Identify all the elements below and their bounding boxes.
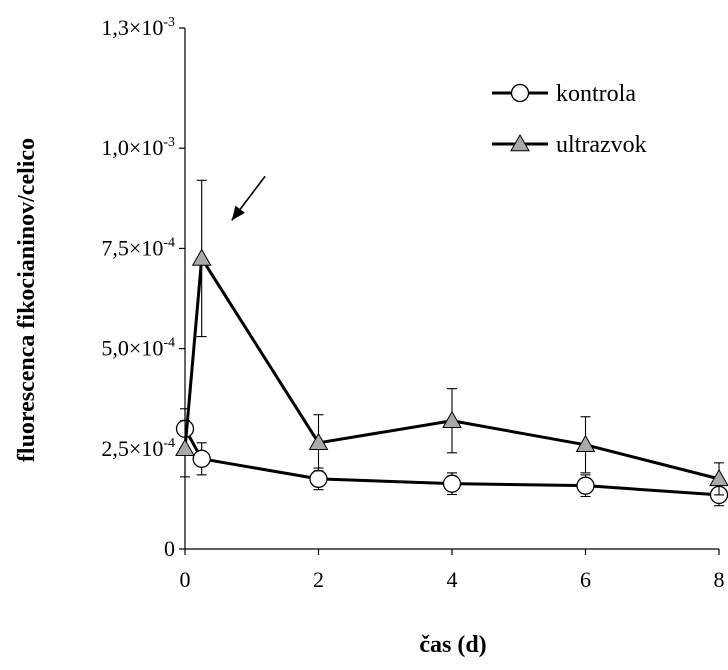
x-tick-label: 0 bbox=[180, 567, 191, 592]
annotation-arrow bbox=[231, 175, 266, 221]
y-tick-label: 0 bbox=[164, 536, 175, 561]
circle-marker bbox=[192, 449, 211, 468]
x-tick-label: 2 bbox=[313, 567, 324, 592]
triangle-marker bbox=[175, 438, 195, 457]
x-ticks: 0 2 4 6 8 bbox=[180, 549, 725, 592]
circle-marker bbox=[309, 469, 328, 489]
annotations bbox=[231, 175, 266, 221]
x-tick-label: 4 bbox=[447, 567, 458, 592]
series-line bbox=[183, 256, 720, 481]
y-axis-title: fluorescenca fikocianinov/celico bbox=[14, 138, 40, 462]
y-tick-label: 1,0×10-3 bbox=[101, 135, 175, 160]
legend: kontrola ultrazvok bbox=[492, 81, 647, 158]
y-tick-label: 5,0×10-4 bbox=[101, 336, 175, 361]
y-ticks: 0 2,5×10-4 5,0×10-4 7,5×10-4 1,0×10-3 1,3×10-… bbox=[101, 15, 185, 561]
triangle-marker bbox=[510, 133, 530, 152]
y-tick-label: 1,3×10-3 bbox=[101, 15, 175, 40]
y-tick-label: 2,5×10-4 bbox=[101, 436, 175, 461]
triangle-marker bbox=[191, 248, 212, 266]
circle-marker bbox=[442, 474, 462, 493]
legend-item-kontrola: kontrola bbox=[492, 81, 636, 107]
x-tick-label: 6 bbox=[580, 567, 591, 592]
legend-label: kontrola bbox=[556, 81, 636, 107]
arrow-head bbox=[231, 205, 245, 221]
legend-label: ultrazvok bbox=[556, 132, 647, 158]
y-tick-label: 7,5×10-4 bbox=[101, 235, 175, 260]
x-axis-title: čas (d) bbox=[419, 632, 486, 658]
triangle-marker bbox=[308, 432, 329, 451]
triangle-marker bbox=[442, 410, 462, 429]
x-tick-label: 8 bbox=[714, 567, 725, 592]
triangle-marker bbox=[709, 468, 728, 487]
series-ultrazvok bbox=[175, 179, 728, 496]
legend-item-ultrazvok: ultrazvok bbox=[492, 132, 647, 158]
circle-marker bbox=[576, 476, 595, 495]
circle-marker bbox=[510, 83, 530, 103]
plot-area bbox=[175, 179, 728, 507]
triangle-marker bbox=[575, 434, 596, 453]
